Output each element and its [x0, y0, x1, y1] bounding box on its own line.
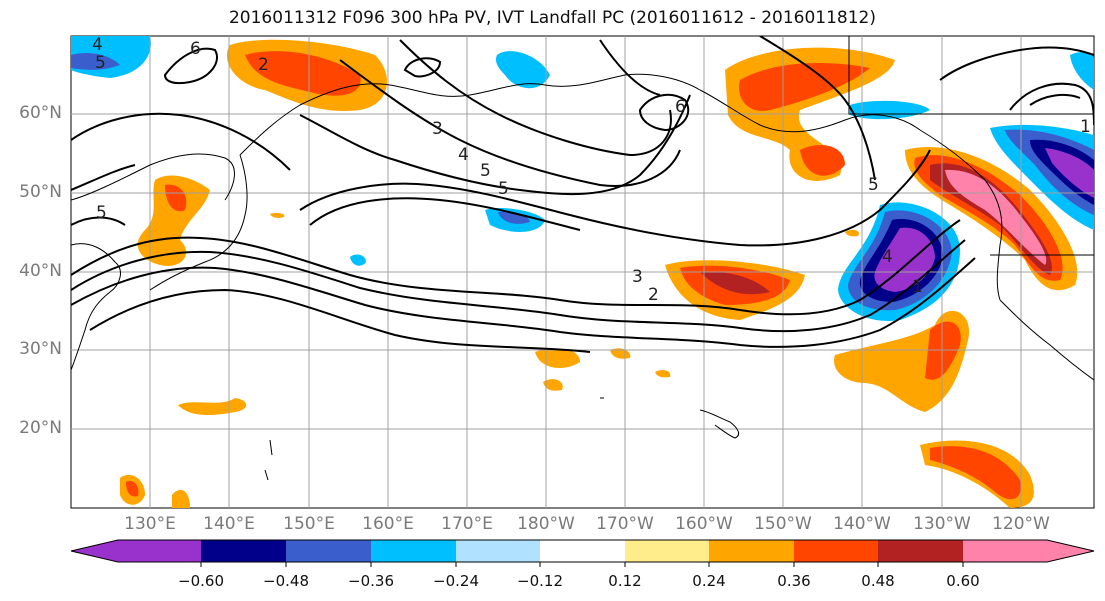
contour-label: 5 [498, 179, 509, 199]
coastlines [71, 36, 1094, 481]
contour-label: 5 [96, 203, 107, 223]
colorbar-tick-label: −0.24 [433, 572, 479, 590]
colorbar-tick-label: 0.12 [608, 572, 642, 590]
pv-positive-region [800, 145, 845, 176]
contour-lines [71, 36, 1094, 353]
pv-positive-region [270, 213, 285, 218]
lon-label: 170°W [596, 514, 654, 534]
lon-label: 160°E [362, 514, 414, 534]
pv-positive-region [655, 369, 671, 378]
colorbar-tick-label: 0.24 [692, 572, 726, 590]
colorbar-tick-label: −0.48 [263, 572, 309, 590]
pv-positive-region [126, 480, 139, 497]
colorbar-tick-label: 0.60 [946, 572, 980, 590]
pv-positive-region [739, 63, 870, 111]
pv-positive-region [930, 446, 1021, 500]
pv-negative-region [1045, 148, 1094, 198]
lat-label: 20°N [19, 418, 62, 438]
pv-negative-region [350, 254, 366, 266]
lon-label: 180°W [517, 514, 575, 534]
contour-label: 4 [92, 35, 103, 55]
contour-label: 6 [675, 97, 686, 117]
contour-label: 3 [432, 119, 443, 139]
colorbar-segment [540, 540, 625, 562]
pv-negative-region [874, 227, 935, 292]
pv-negative-region [71, 53, 120, 70]
contour-label: 6 [190, 39, 201, 59]
colorbar-segment [456, 540, 540, 562]
map-title: 2016011312 F096 300 hPa PV, IVT Landfall… [228, 8, 876, 28]
lat-label: 40°N [19, 261, 62, 281]
lat-label: 50°N [19, 182, 62, 202]
graticule [71, 36, 1094, 508]
pv-positive-region [245, 51, 361, 96]
contour-label: 5 [868, 175, 879, 195]
lon-label: 160°W [675, 514, 733, 534]
contour-label: 5 [95, 53, 106, 73]
contour-label: 3 [632, 267, 643, 287]
colorbar-segment [371, 540, 456, 562]
lon-label: 170°E [441, 514, 493, 534]
contour-label: 4 [882, 247, 893, 267]
colorbar-tick-label: 0.36 [777, 572, 811, 590]
lon-label: 150°W [754, 514, 812, 534]
colorbar-tick-label: 0.48 [861, 572, 895, 590]
contour-label: 5 [480, 161, 491, 181]
colorbar-segment [625, 540, 709, 562]
contour-labels: 4 5 6 2 3 4 5 5 6 3 2 5 4 1 1 5 [92, 35, 1091, 305]
contour-label: 1 [912, 277, 923, 297]
lon-label: 130°W [913, 514, 971, 534]
pv-negative-region [495, 51, 550, 89]
lon-label: 150°E [283, 514, 335, 534]
pv-shading [71, 36, 1094, 508]
colorbar-tick-label: −0.60 [178, 572, 224, 590]
colorbar-segment [963, 540, 1094, 562]
lon-label: 140°E [203, 514, 255, 534]
colorbar-segment [878, 540, 963, 562]
pv-negative-region [1070, 52, 1094, 90]
colorbar-segment [71, 540, 201, 562]
pv-positive-region [137, 175, 210, 266]
contour-label: 1 [1080, 117, 1091, 137]
lon-label: 140°W [833, 514, 891, 534]
colorbar-segment [794, 540, 878, 562]
colorbar-tick-label: −0.36 [348, 572, 394, 590]
colorbar-segment [709, 540, 794, 562]
colorbar-segment [286, 540, 371, 562]
colorbar [70, 539, 1095, 567]
pv-positive-region [925, 321, 961, 380]
contour-label: 2 [258, 55, 269, 75]
colorbar-segment [201, 540, 286, 562]
pv-positive-region [700, 271, 770, 295]
pv-positive-region [543, 379, 563, 391]
lat-label: 60°N [19, 103, 62, 123]
pv-positive-region [845, 229, 859, 237]
lat-label: 30°N [19, 339, 62, 359]
lon-label: 120°W [992, 514, 1050, 534]
pv-positive-region [172, 489, 190, 508]
contour-label: 4 [458, 145, 469, 165]
colorbar-tick-label: −0.12 [517, 572, 563, 590]
lon-label: 130°E [124, 514, 176, 534]
pv-positive-region [165, 184, 187, 212]
contour-label: 2 [648, 285, 659, 305]
